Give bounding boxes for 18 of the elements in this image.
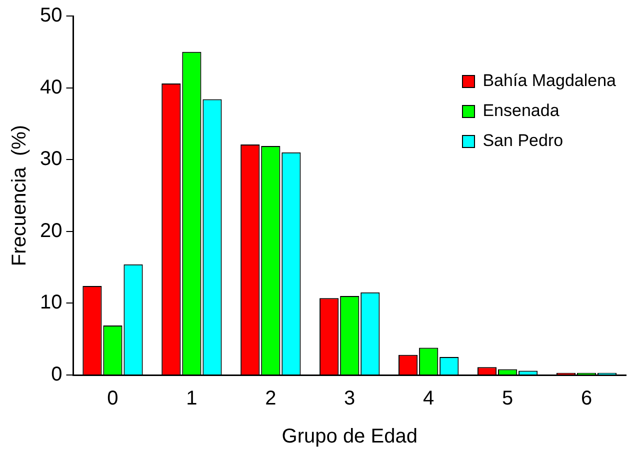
legend-label: San Pedro [482, 131, 564, 151]
legend-label: Bahía Magdalena [482, 71, 616, 91]
x-tick-label: 6 [580, 388, 592, 410]
y-tick-label: 40 [40, 76, 62, 98]
x-tick-label: 5 [502, 388, 514, 410]
x-tick-label: 3 [344, 388, 356, 410]
x-axis-title: Grupo de Edad [282, 426, 418, 448]
y-tick-label: 10 [40, 292, 62, 314]
y-tick-label: 50 [40, 4, 62, 27]
y-tick-label: 0 [51, 364, 62, 386]
legend-label: Ensenada [482, 101, 560, 121]
y-tick-label: 20 [40, 220, 62, 242]
y-tick-label: 30 [40, 148, 62, 170]
x-tick-label: 0 [107, 388, 118, 410]
x-tick-label: 1 [186, 388, 198, 410]
y-axis-title: Frecuencia (%) [8, 124, 31, 266]
x-tick-label: 2 [265, 388, 276, 410]
x-tick-label: 4 [423, 388, 434, 410]
